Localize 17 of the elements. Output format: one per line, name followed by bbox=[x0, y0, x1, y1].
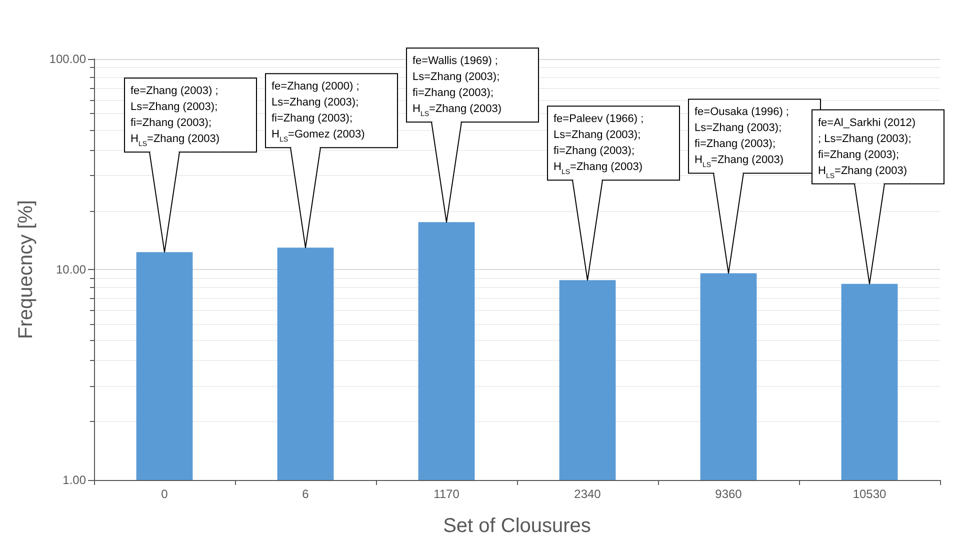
annotation: fe=Paleev (1966) ; Ls=Zhang (2003); fi=Zhang (2003); H$_{LS}$=Zhang (2003) bbox=[554, 113, 644, 176]
y-tick-label: 1.00 bbox=[62, 473, 86, 487]
x-tick-label: 9360 bbox=[715, 487, 742, 501]
annotation: fe=Ousaka (1996) ; Ls=Zhang (2003); fi=Zhang (2003); H$_{LS}$=Zhang (2003) bbox=[694, 106, 789, 169]
x-tick-label: 10530 bbox=[852, 487, 887, 501]
x-tick-label: 0 bbox=[161, 487, 168, 501]
annotation: fe=Zhang (2000) ; Ls=Zhang (2003); fi=Zhang (2003); H$_{LS}$=Gomez (2003) bbox=[272, 80, 365, 144]
y-tick-label: 100.00 bbox=[49, 52, 86, 66]
annotation: fe=Al_Sarkhi (2012) ; Ls=Zhang (2003); fi=Zhang (2003); H$_{LS}$=Zhang (2003) bbox=[818, 116, 916, 180]
x-tick-label: 6 bbox=[302, 487, 310, 501]
annotation: fe=Zhang (2003) ; Ls=Zhang (2003); fi=Zhang (2003); H$_{LS}$=Zhang (2003) bbox=[130, 85, 220, 148]
x-tick-label: 2340 bbox=[574, 487, 602, 501]
x-axis-title: Set of Clousures bbox=[443, 515, 591, 537]
y-axis-title: Frequecncy [%] bbox=[15, 200, 37, 339]
x-tick-label: 1170 bbox=[434, 487, 460, 501]
y-tick-label: 10.00 bbox=[56, 262, 86, 276]
annotation: fe=Wallis (1969) ; Ls=Zhang (2003); fi=Zhang (2003); H$_{LS}$=Zhang (2003) bbox=[412, 55, 502, 118]
